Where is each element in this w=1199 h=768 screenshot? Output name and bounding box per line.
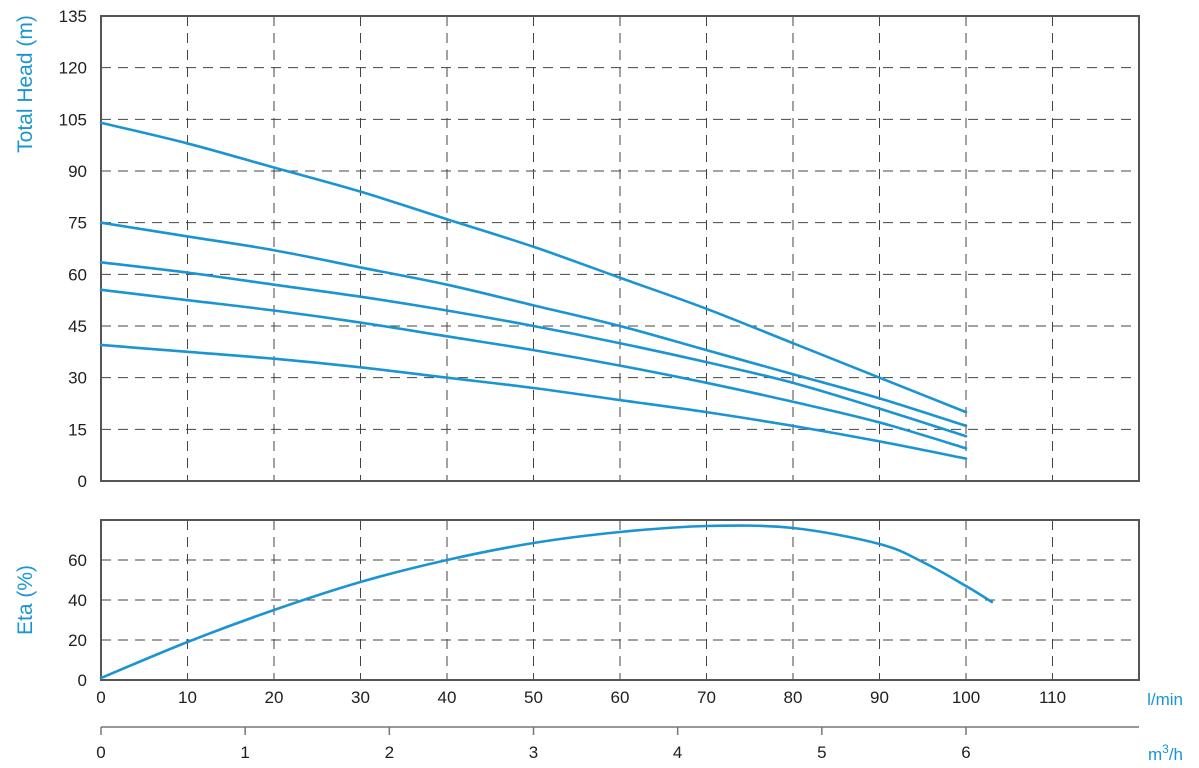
m3h-tick-label: 6 — [961, 743, 970, 762]
m3h-tick-label: 4 — [673, 743, 682, 762]
lpm-tick-label: 80 — [784, 688, 803, 707]
m3h-tick-label: 3 — [529, 743, 538, 762]
head-curve-1 — [99, 121, 968, 414]
eta-y-tick-label: 20 — [68, 631, 87, 650]
lpm-tick-label: 0 — [96, 688, 105, 707]
eta-panel: 0 20 40 60 Eta (%) — [14, 519, 1140, 690]
head-y-tick-label: 30 — [68, 369, 87, 388]
eta-plot-frame — [100, 519, 1140, 681]
head-curve-3 — [99, 260, 968, 438]
lpm-tick-label: 60 — [611, 688, 630, 707]
m3h-unit-sup: 3 — [1162, 742, 1169, 756]
head-y-tick-label: 135 — [59, 7, 87, 26]
head-curve-5 — [99, 343, 968, 460]
eta-y-tick-label: 60 — [68, 551, 87, 570]
eta-y-axis-title: Eta (%) — [14, 565, 37, 635]
head-y-tick-label: 0 — [78, 472, 87, 491]
head-y-axis-title: Total Head (m) — [14, 15, 37, 153]
m3h-unit-base: m — [1148, 745, 1162, 764]
lpm-tick-label: 100 — [952, 688, 980, 707]
m3h-tick-label: 1 — [240, 743, 249, 762]
head-y-tick-label: 45 — [68, 317, 87, 336]
lpm-tick-label: 50 — [524, 688, 543, 707]
lpm-tick-label: 40 — [438, 688, 457, 707]
head-y-tick-label: 75 — [68, 214, 87, 233]
eta-curve-1 — [99, 524, 994, 680]
head-plot-frame — [100, 15, 1140, 482]
head-y-tick-label: 90 — [68, 162, 87, 181]
m3h-tick-label: 5 — [817, 743, 826, 762]
lpm-tick-label: 110 — [1039, 688, 1066, 707]
head-panel: 0 15 30 45 60 75 90 105 120 135 Total Head (m) — [14, 7, 1140, 491]
lpm-tick-label: 10 — [178, 688, 197, 707]
lpm-tick-label: 20 — [265, 688, 284, 707]
head-y-tick-label: 105 — [59, 110, 87, 129]
head-curve-4 — [99, 288, 968, 450]
head-y-tick-label: 15 — [68, 420, 87, 439]
lpm-tick-label: 70 — [697, 688, 716, 707]
m3h-unit-label: m3/h — [1148, 742, 1183, 764]
head-y-tick-label: 60 — [68, 265, 87, 284]
lpm-tick-label: 90 — [870, 688, 889, 707]
head-y-tick-label: 120 — [59, 59, 87, 78]
eta-y-tick-label: 0 — [78, 671, 87, 690]
lpm-tick-label: 30 — [351, 688, 370, 707]
eta-y-tick-label: 40 — [68, 591, 87, 610]
m3h-unit-tail: /h — [1169, 745, 1183, 764]
lpm-unit-label: l/min — [1147, 690, 1183, 709]
head-curve-2 — [99, 221, 968, 428]
m3h-tick-label: 2 — [385, 743, 394, 762]
m3h-tick-label: 0 — [96, 743, 105, 762]
